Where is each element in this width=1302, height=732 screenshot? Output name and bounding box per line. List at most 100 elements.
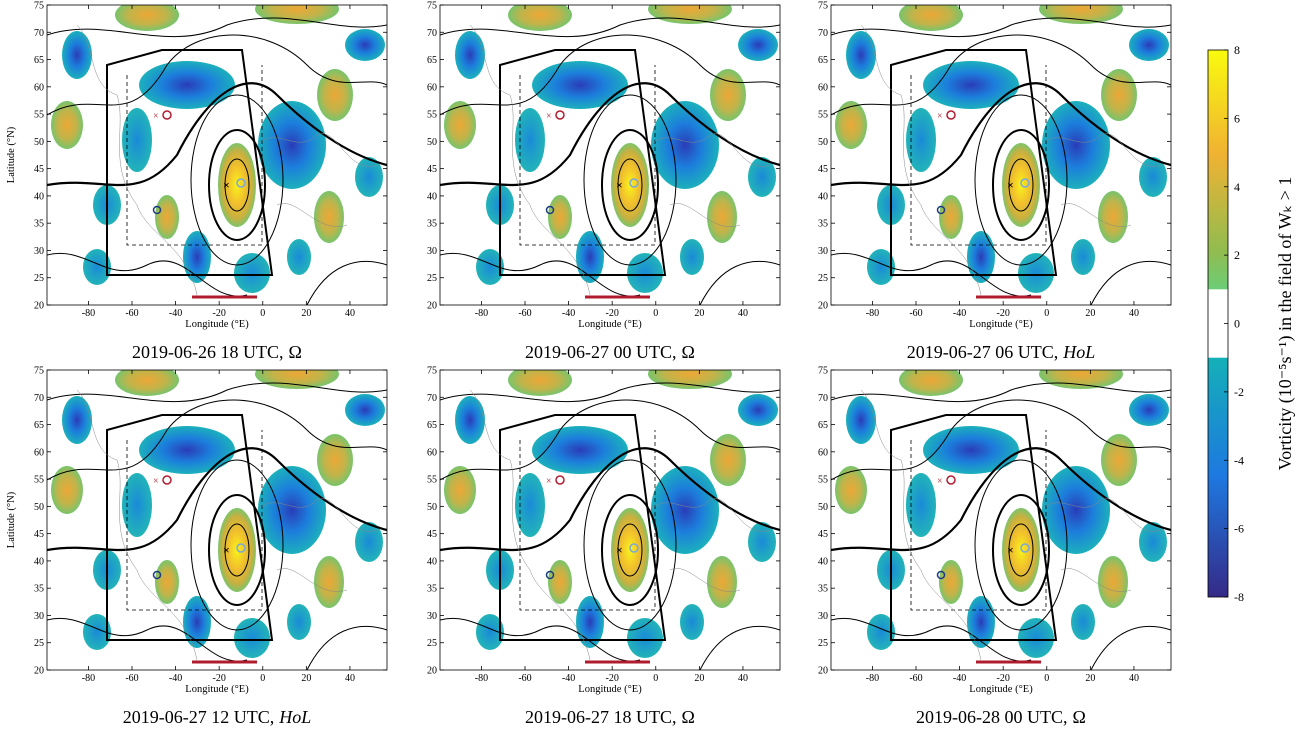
x-tick-label: -20 [213,308,226,319]
y-tick-label: 25 [818,638,828,649]
x-tick-label: 20 [301,673,311,684]
caption-regime: Ω [682,342,695,362]
y-tick-label: 25 [34,273,44,284]
panel-caption: 2019-06-27 00 UTC, Ω [525,342,695,362]
x-tick-label: -60 [125,308,138,319]
colorbar-tick-label: -4 [1234,453,1244,467]
y-tick-label: 35 [427,584,437,595]
panel-caption: 2019-06-27 12 UTC, HoL [123,707,312,727]
x-tick-label: 0 [260,308,265,319]
y-tick-label: 55 [427,475,437,486]
map-panel: -80 -60 -40 -20 0 20 40 20 25 30 35 40 45 50 55 60 65 70 7… [818,359,1171,727]
y-tick-label: 65 [427,420,437,431]
y-tick-label: 25 [34,638,44,649]
x-tick-label: 0 [1044,673,1049,684]
y-tick-label: 25 [818,273,828,284]
y-tick-label: 70 [818,28,828,39]
y-tick-label: 35 [818,584,828,595]
y-tick-label: 65 [427,55,437,66]
x-tick-label: 0 [1044,308,1049,319]
x-axis-label: Longitude (°E) [969,684,1033,695]
y-tick-label: 40 [34,191,44,202]
y-tick-label: 75 [818,366,828,377]
x-axis-label: Longitude (°E) [578,684,642,695]
x-tick-label: 40 [738,308,748,319]
vorticity-field [47,359,387,670]
panel-caption: 2019-06-26 18 UTC, Ω [132,342,302,362]
y-tick-label: 60 [818,447,828,458]
y-tick-label: 70 [427,393,437,404]
x-tick-label: -40 [562,673,575,684]
colorbar-tick-label: -2 [1234,385,1244,399]
map-panel: -80 -60 -40 -20 0 20 40 20 25 30 35 40 45 50 55 60 65 70 7… [818,0,1171,362]
y-tick-label: 40 [427,556,437,567]
y-tick-label: 65 [34,420,44,431]
y-tick-label: 70 [818,393,828,404]
y-tick-label: 20 [818,301,828,312]
map-panel: -80 -60 -40 -20 0 20 40 20 25 30 35 40 45 50 55 60 65 70 7… [427,0,780,362]
x-tick-label: -80 [475,308,488,319]
caption-time: 2019-06-27 12 UTC, [123,707,275,727]
y-tick-label: 30 [34,246,44,257]
x-tick-label: -20 [997,673,1010,684]
x-tick-label: 20 [694,673,704,684]
x-tick-label: 20 [301,308,311,319]
y-tick-label: 65 [818,55,828,66]
y-tick-label: 55 [818,110,828,121]
y-tick-label: 35 [34,219,44,230]
colorbar: -8 -6 -4 -2 0 2 4 6 8 Vorticity (10⁻⁵s⁻¹) in the … [1207,43,1296,604]
colorbar-tick-label: -6 [1234,522,1244,536]
y-tick-label: 50 [34,502,44,513]
axes-frame [830,4,1172,306]
x-tick-label: -80 [866,673,879,684]
map-panel: -80 -60 -40 -20 0 20 40 20 25 30 35 40 45 50 55 60 65 70 7… [6,359,387,727]
panel-caption: 2019-06-28 00 UTC, Ω [916,707,1086,727]
x-tick-label: -60 [909,673,922,684]
caption-time: 2019-06-27 06 UTC, [907,342,1059,362]
y-tick-label: 75 [427,1,437,12]
y-tick-label: 70 [34,28,44,39]
x-tick-label: 40 [1129,673,1139,684]
caption-time: 2019-06-27 00 UTC, [525,342,677,362]
y-tick-label: 60 [34,447,44,458]
y-tick-label: 60 [427,82,437,93]
y-tick-label: 35 [427,219,437,230]
x-tick-label: -40 [562,308,575,319]
map-panel: -80 -60 -40 -20 0 20 40 20 25 30 35 40 45 50 55 60 65 70 7… [427,359,780,727]
y-tick-label: 40 [818,556,828,567]
y-tick-label: 55 [427,110,437,121]
x-tick-label: 40 [738,673,748,684]
y-tick-label: 30 [427,246,437,257]
y-tick-label: 40 [427,191,437,202]
y-tick-label: 75 [34,366,44,377]
x-tick-label: -80 [866,308,879,319]
colorbar-label: Vorticity (10⁻⁵s⁻¹) in the field of Wₖ >… [1275,177,1296,471]
panel-caption: 2019-06-27 18 UTC, Ω [525,707,695,727]
y-tick-label: 20 [427,666,437,677]
x-axis-label: Longitude (°E) [185,684,249,695]
caption-regime: Ω [1073,707,1086,727]
y-tick-label: 60 [34,82,44,93]
axes-frame [439,4,781,306]
colorbar-tick-label: 8 [1234,43,1240,57]
x-tick-label: -40 [169,308,182,319]
x-tick-label: -60 [125,673,138,684]
x-axis-label: Longitude (°E) [969,319,1033,330]
y-tick-label: 25 [427,273,437,284]
x-tick-label: -20 [606,673,619,684]
colorbar-tick-label: 0 [1234,317,1240,331]
caption-regime: HoL [278,707,311,727]
x-axis-label: Longitude (°E) [185,319,249,330]
vorticity-field [47,0,387,305]
colorbar-tick-label: 6 [1234,111,1240,125]
y-tick-label: 20 [818,666,828,677]
axes-frame [439,369,781,671]
x-tick-label: -60 [518,308,531,319]
y-tick-label: 45 [427,164,437,175]
y-tick-label: 20 [34,666,44,677]
x-tick-label: 20 [1085,673,1095,684]
caption-time: 2019-06-26 18 UTC, [132,342,284,362]
y-tick-label: 60 [427,447,437,458]
axes-frame [46,369,388,671]
